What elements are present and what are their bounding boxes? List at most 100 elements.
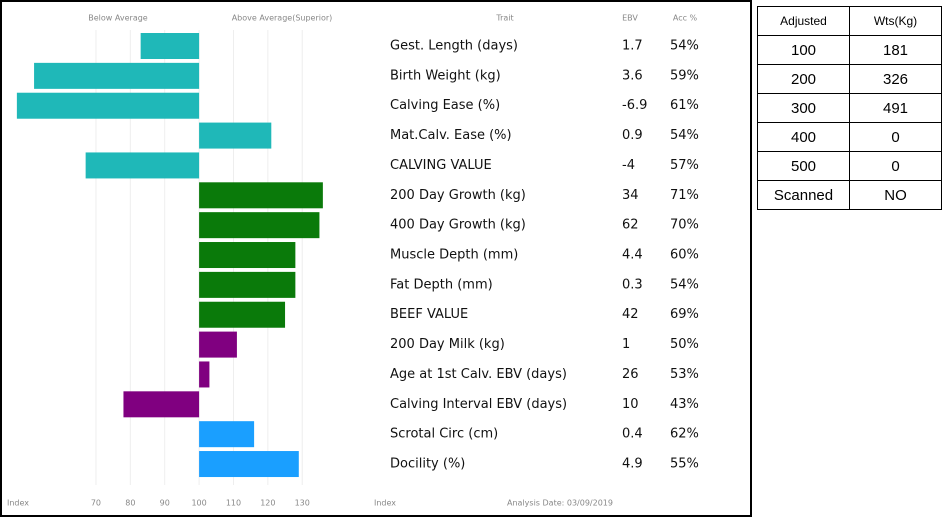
trait-label: Gest. Length (days) [390,39,518,54]
acc-value: 54% [670,128,699,143]
acc-value: 50% [670,337,699,352]
table-cell: 500 [757,151,850,181]
ebv-value: 1 [622,337,630,352]
table-row: 300 491 [757,93,942,123]
x-tick-label: 90 [160,499,170,508]
table-row: Adjusted Wts(Kg) [757,6,942,36]
ebv-value: 0.9 [622,128,643,143]
acc-value: 43% [670,397,699,412]
acc-value: 54% [670,277,699,292]
acc-header: Acc % [673,14,698,23]
bar [199,301,286,328]
frame [0,0,752,517]
x-tick-label: 80 [125,499,135,508]
table-cell: Scanned [757,180,850,210]
trait-label: Mat.Calv. Ease (%) [390,128,512,143]
bar [34,62,200,89]
bar [199,421,255,448]
table-row: 400 0 [757,122,942,152]
x-tick-label: 110 [226,499,241,508]
bar [199,122,272,149]
trait-label: Age at 1st Calv. EBV (days) [390,367,567,382]
table-row: 200 326 [757,64,942,94]
acc-value: 62% [670,427,699,442]
trait-label: Scrotal Circ (cm) [390,427,498,442]
footer: Analysis Date: 03/09/2019 [507,499,613,508]
axis-label: Index [374,499,396,508]
table-cell: Wts(Kg) [849,6,942,36]
acc-value: 71% [670,188,699,203]
acc-value: 57% [670,158,699,173]
below-label: Below Average [88,14,148,23]
trait-label: 200 Day Milk (kg) [390,337,505,352]
table-row: Scanned NO [757,180,942,210]
table-cell: 100 [757,35,850,65]
ebv-value: 0.3 [622,277,643,292]
bar [140,33,200,59]
ebv-header: EBV [622,14,638,23]
x-tick-label: 130 [295,499,310,508]
ebv-value: 42 [622,307,639,322]
trait-header: Trait [495,14,513,23]
ebv-value: -4 [622,158,635,173]
ebv-value: 3.6 [622,68,643,83]
ebv-value: 0.4 [622,427,643,442]
ebv-value: 1.7 [622,39,643,54]
ebv-value: 62 [622,218,639,233]
table-cell: 0 [849,122,942,152]
table-cell: 181 [849,35,942,65]
chart: Below Average Above Average(Superior) Tr… [0,0,752,517]
x-tick-label: 120 [260,499,275,508]
trait-label: Fat Depth (mm) [390,277,493,292]
acc-value: 69% [670,307,699,322]
acc-value: 60% [670,248,699,263]
ebv-value: 4.4 [622,248,643,263]
trait-label: BEEF VALUE [390,307,468,322]
trait-label: 200 Day Growth (kg) [390,188,526,203]
ebv-value: 26 [622,367,639,382]
table-cell: 400 [757,122,850,152]
acc-value: 54% [670,39,699,54]
bar [199,331,237,358]
bar [199,182,323,209]
ebv-value: 10 [622,397,639,412]
bar [199,212,320,239]
table-cell: 300 [757,93,850,123]
table-cell: 0 [849,151,942,181]
table-row: 100 181 [757,35,942,65]
trait-label: Muscle Depth (mm) [390,248,518,263]
table-cell: 200 [757,64,850,94]
ebv-value: -6.9 [622,98,647,113]
table-cell: 491 [849,93,942,123]
trait-label: Docility (%) [390,457,465,472]
acc-value: 61% [670,98,699,113]
acc-value: 59% [670,68,699,83]
bar [199,242,296,269]
bar [199,361,210,388]
trait-label: Birth Weight (kg) [390,68,501,83]
trait-label: Calving Ease (%) [390,98,500,113]
trait-label: 400 Day Growth (kg) [390,218,526,233]
bar [199,451,299,478]
table-row: 500 0 [757,151,942,181]
axis-label: Index [7,499,29,508]
weights-table: Adjusted Wts(Kg) 100 181 200 326 300 491 400 0 500… [757,6,942,210]
x-tick-label: 70 [91,499,101,508]
acc-value: 55% [670,457,699,472]
table-cell: NO [849,180,942,210]
acc-value: 53% [670,367,699,382]
bar [85,152,200,179]
bar [199,271,296,298]
ebv-value: 4.9 [622,457,643,472]
table-cell: Adjusted [757,6,850,36]
bar [16,92,200,119]
x-tick-label: 100 [191,499,206,508]
bar [123,391,200,418]
acc-value: 70% [670,218,699,233]
trait-label: Calving Interval EBV (days) [390,397,567,412]
table-cell: 326 [849,64,942,94]
ebv-value: 34 [622,188,639,203]
above-label: Above Average(Superior) [232,14,333,23]
trait-label: CALVING VALUE [390,158,492,173]
